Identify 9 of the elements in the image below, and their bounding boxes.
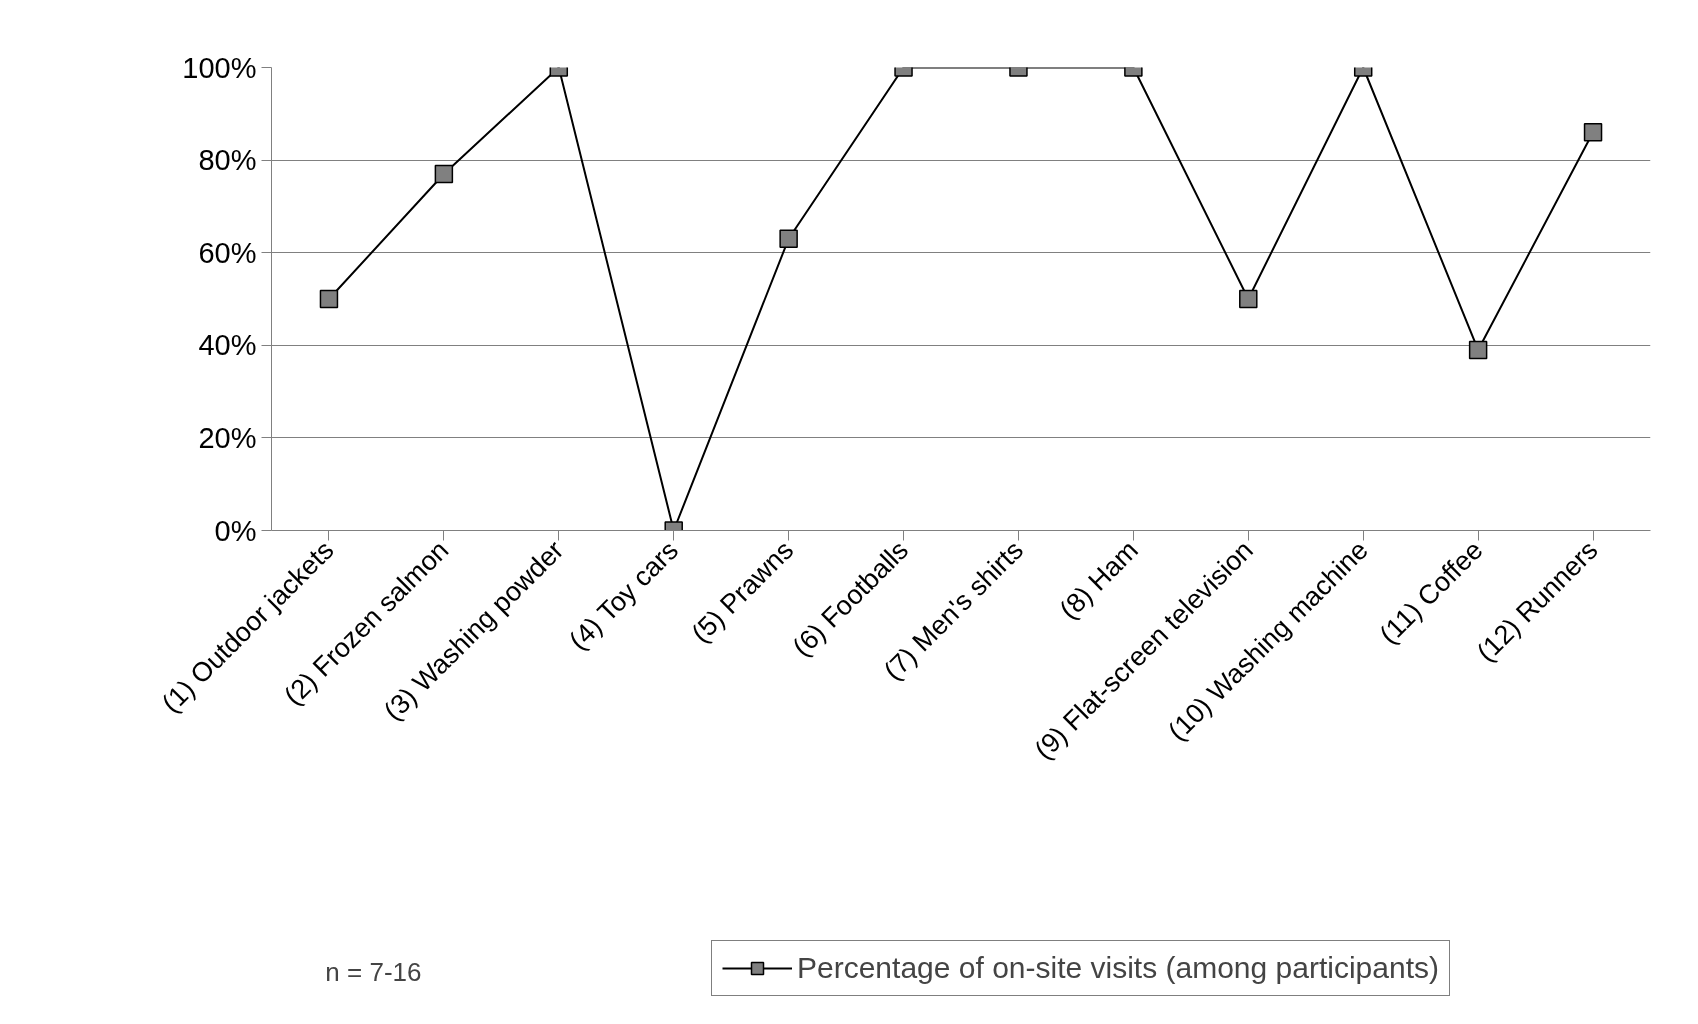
y-tick-label: 100% [182,51,257,84]
legend-label: Percentage of on-site visits (among participants) [797,951,1439,985]
x-tick-label: (4) Toy cars [563,535,684,656]
y-tick-label: 60% [198,236,257,269]
y-tick-label: 40% [198,329,257,362]
y-tick-label: 80% [198,144,257,177]
text: n = 7-16 [325,956,422,987]
y-tick-label: 20% [198,421,257,454]
y-tick-label: 0% [214,514,257,547]
